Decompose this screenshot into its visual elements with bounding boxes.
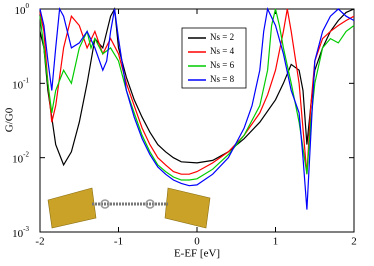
legend-label: Ns = 6: [210, 60, 235, 70]
series-line: [39, 7, 355, 210]
x-tick-label: 1: [273, 236, 279, 248]
y-tick-exponent: 0: [26, 2, 30, 10]
molecule-inset: [47, 187, 211, 229]
y-tick-label: 100: [15, 2, 30, 17]
y-tick-label: 10-2: [12, 150, 29, 165]
y-axis-label: G/G0: [4, 107, 16, 132]
legend-label: Ns = 8: [210, 74, 235, 84]
x-tick-label: 2: [351, 236, 357, 248]
y-tick-base: 10: [12, 153, 24, 165]
y-tick-label: 10-3: [12, 225, 29, 240]
y-tick-exponent: -2: [23, 150, 29, 158]
y-tick-base: 10: [15, 5, 27, 17]
x-tick-label: -2: [35, 236, 44, 248]
y-tick-base: 10: [12, 228, 24, 240]
y-tick-base: 10: [12, 79, 24, 91]
x-tick-label: -1: [114, 236, 123, 248]
y-tick-exponent: -1: [23, 76, 29, 84]
series-line: [39, 8, 355, 181]
y-tick-exponent: -3: [23, 225, 29, 233]
x-tick-label: 0: [194, 236, 200, 248]
legend-label: Ns = 4: [210, 46, 235, 56]
x-axis-label: E-EF [eV]: [174, 248, 220, 260]
legend-label: Ns = 2: [210, 32, 234, 42]
y-tick-label: 10-1: [12, 76, 29, 91]
